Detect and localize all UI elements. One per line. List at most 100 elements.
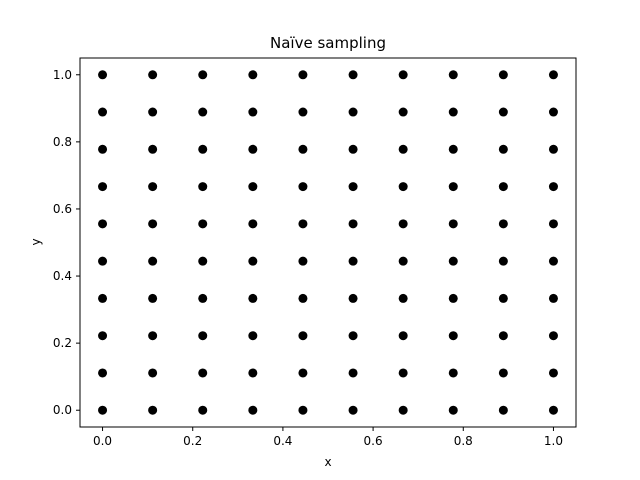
data-point	[248, 405, 258, 415]
data-point	[548, 368, 558, 378]
data-point	[348, 107, 358, 117]
data-point	[448, 219, 458, 229]
data-point	[198, 368, 208, 378]
data-point	[548, 219, 558, 229]
data-point	[348, 182, 358, 192]
data-point	[398, 256, 408, 266]
data-point	[348, 256, 358, 266]
data-point	[98, 144, 108, 154]
data-point	[498, 219, 508, 229]
data-point	[198, 405, 208, 415]
data-point	[248, 219, 258, 229]
data-point	[248, 70, 258, 80]
x-tick-label: 1.0	[544, 434, 563, 448]
data-point	[398, 405, 408, 415]
data-point	[298, 293, 308, 303]
data-point	[448, 182, 458, 192]
data-point	[498, 107, 508, 117]
data-point	[148, 256, 158, 266]
data-point	[148, 144, 158, 154]
data-point	[448, 405, 458, 415]
data-point	[348, 368, 358, 378]
data-point	[248, 144, 258, 154]
y-tick-label: 0.2	[53, 336, 72, 350]
data-point	[98, 107, 108, 117]
x-tick-label: 0.0	[93, 434, 112, 448]
data-point	[398, 144, 408, 154]
data-point	[98, 405, 108, 415]
data-point	[348, 293, 358, 303]
data-point	[148, 368, 158, 378]
data-point	[548, 256, 558, 266]
data-point	[448, 144, 458, 154]
data-point	[298, 368, 308, 378]
data-point	[298, 70, 308, 80]
data-point	[98, 256, 108, 266]
data-point	[498, 331, 508, 341]
data-point	[548, 405, 558, 415]
y-tick-label: 0.8	[53, 135, 72, 149]
data-point	[348, 70, 358, 80]
data-point	[398, 293, 408, 303]
y-axis-ticks: 0.0 0.2 0.4 0.6 0.8 1.0	[53, 68, 80, 417]
x-axis-ticks: 0.0 0.2 0.4 0.6 0.8 1.0	[93, 427, 563, 448]
data-point	[198, 70, 208, 80]
data-point	[298, 219, 308, 229]
data-point	[548, 107, 558, 117]
data-point	[248, 107, 258, 117]
data-point	[148, 405, 158, 415]
data-point	[198, 219, 208, 229]
data-point	[348, 144, 358, 154]
data-point	[98, 331, 108, 341]
y-axis-label: y	[29, 238, 43, 245]
y-tick-label: 0.0	[53, 403, 72, 417]
data-point	[248, 182, 258, 192]
data-point	[548, 331, 558, 341]
data-point	[298, 256, 308, 266]
data-point	[98, 182, 108, 192]
data-point	[498, 293, 508, 303]
data-point	[498, 368, 508, 378]
chart-title: Naïve sampling	[270, 34, 386, 52]
y-tick-label: 0.6	[53, 202, 72, 216]
data-point	[148, 293, 158, 303]
data-point	[498, 405, 508, 415]
data-point	[298, 107, 308, 117]
data-point	[148, 219, 158, 229]
data-point	[498, 256, 508, 266]
data-point	[448, 293, 458, 303]
data-point	[398, 107, 408, 117]
data-point	[248, 331, 258, 341]
data-point	[198, 182, 208, 192]
plot-area	[79, 57, 577, 428]
data-point	[148, 331, 158, 341]
data-point	[148, 70, 158, 80]
data-point	[198, 293, 208, 303]
data-point	[198, 331, 208, 341]
data-points	[98, 70, 558, 415]
data-point	[198, 107, 208, 117]
data-point	[198, 256, 208, 266]
data-point	[298, 405, 308, 415]
y-tick-label: 1.0	[53, 68, 72, 82]
data-point	[548, 293, 558, 303]
data-point	[548, 70, 558, 80]
data-point	[148, 182, 158, 192]
data-point	[498, 70, 508, 80]
data-point	[448, 70, 458, 80]
data-point	[98, 293, 108, 303]
data-point	[398, 368, 408, 378]
data-point	[348, 405, 358, 415]
data-point	[498, 144, 508, 154]
x-tick-label: 0.6	[364, 434, 383, 448]
data-point	[398, 219, 408, 229]
data-point	[98, 70, 108, 80]
data-point	[448, 107, 458, 117]
data-point	[398, 331, 408, 341]
data-point	[298, 144, 308, 154]
data-point	[298, 182, 308, 192]
data-point	[548, 182, 558, 192]
data-point	[398, 70, 408, 80]
data-point	[98, 219, 108, 229]
